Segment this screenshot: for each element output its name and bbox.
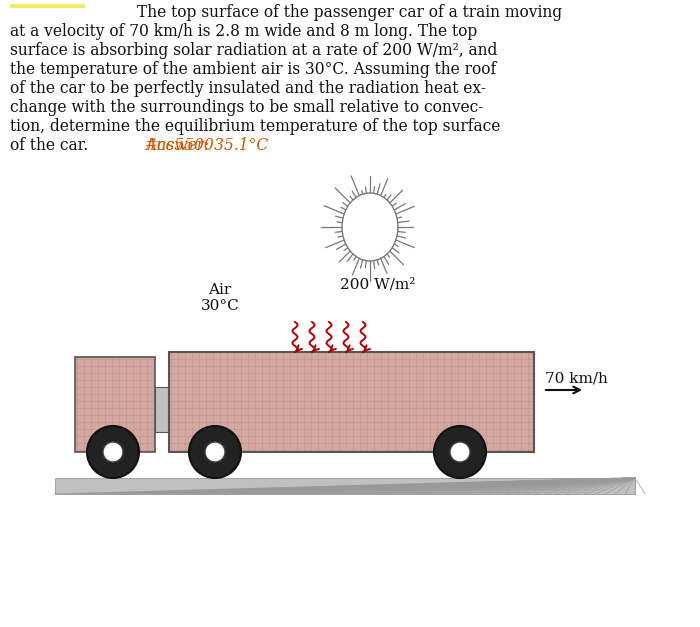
Text: Air: Air xyxy=(209,283,232,297)
Bar xyxy=(75,357,155,452)
Text: The top surface of the passenger car of a train moving: The top surface of the passenger car of … xyxy=(137,4,563,21)
Circle shape xyxy=(205,442,225,462)
Text: of the car to be perfectly insulated and the radiation heat ex-: of the car to be perfectly insulated and… xyxy=(10,80,486,97)
Text: change with the surroundings to be small relative to convec-: change with the surroundings to be small… xyxy=(10,99,484,116)
Bar xyxy=(169,352,534,452)
Text: Answer: 35.1°C: Answer: 35.1°C xyxy=(145,137,268,154)
Bar xyxy=(169,352,534,452)
Bar xyxy=(10,4,85,8)
Text: surface is absorbing solar radiation at a rate of 200 W/m², and: surface is absorbing solar radiation at … xyxy=(10,42,498,59)
Circle shape xyxy=(87,426,139,478)
Text: at a velocity of 70 km/h is 2.8 m wide and 8 m long. The top: at a velocity of 70 km/h is 2.8 m wide a… xyxy=(10,23,477,40)
Circle shape xyxy=(434,426,486,478)
Bar xyxy=(155,387,169,432)
Circle shape xyxy=(450,442,470,462)
Circle shape xyxy=(189,426,241,478)
Bar xyxy=(55,478,635,494)
Circle shape xyxy=(103,442,123,462)
Text: 200 W/m²: 200 W/m² xyxy=(340,278,415,292)
Ellipse shape xyxy=(342,193,398,261)
Text: 30°C: 30°C xyxy=(201,299,239,313)
Text: tion, determine the equilibrium temperature of the top surface: tion, determine the equilibrium temperat… xyxy=(10,118,500,135)
Text: 70 km/h: 70 km/h xyxy=(545,372,608,386)
Text: of the car.: of the car. xyxy=(10,137,88,154)
Text: #cc5500: #cc5500 xyxy=(145,137,215,154)
Bar xyxy=(75,357,155,452)
Text: the temperature of the ambient air is 30°C. Assuming the roof: the temperature of the ambient air is 30… xyxy=(10,61,496,78)
